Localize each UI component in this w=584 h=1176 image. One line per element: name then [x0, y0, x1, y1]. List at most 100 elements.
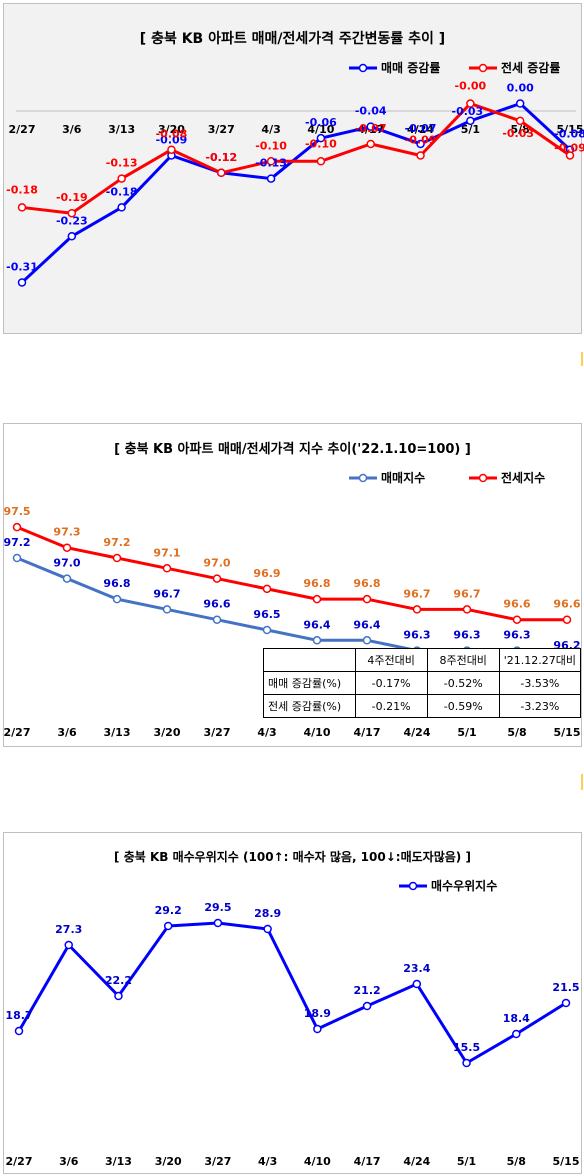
- x-tick-label: 5/15: [554, 726, 581, 739]
- data-point: [512, 615, 522, 624]
- data-label: -0.12: [205, 151, 237, 164]
- legend-label: 전세 증감률: [501, 60, 560, 75]
- data-label: 23.4: [403, 962, 430, 975]
- data-label: 97.3: [53, 526, 80, 539]
- table-cell: -0.17%: [354, 671, 428, 695]
- x-tick-label: 4/3: [257, 726, 276, 739]
- x-tick-label: 5/1: [457, 726, 476, 739]
- data-point: [14, 1026, 24, 1036]
- data-point: [12, 522, 22, 532]
- legend-marker: [478, 473, 488, 483]
- data-point: [67, 232, 77, 241]
- data-point: [512, 1029, 521, 1039]
- data-point: [213, 918, 223, 928]
- data-label: -0.04: [355, 105, 387, 118]
- data-label: 18.4: [503, 1012, 530, 1025]
- data-point: [416, 139, 425, 149]
- data-label: 96.6: [503, 598, 530, 611]
- data-label: 18.9: [304, 1007, 331, 1020]
- data-label: 15.5: [453, 1041, 480, 1054]
- x-tick-label: 5/1: [461, 123, 480, 136]
- table-cell: -0.21%: [354, 694, 428, 718]
- data-label: -0.03: [452, 105, 484, 118]
- table-header-cell: 4주전대비: [354, 648, 428, 672]
- data-point: [217, 168, 226, 178]
- price-index-chart: 2/27 3/6 3/13 3/20 3/27 4/3 4/10 4/17 4/24 5/1 5/8…: [3, 470, 581, 739]
- data-point: [466, 116, 475, 126]
- table-cell: -0.52%: [426, 671, 500, 695]
- x-tick-label: 2/27: [6, 1155, 33, 1168]
- x-tick-label: 5/1: [457, 1155, 476, 1168]
- data-label: -0.07: [405, 122, 437, 135]
- legend-marker: [478, 63, 488, 73]
- legend-label: 전세지수: [501, 470, 545, 485]
- data-label: 96.8: [303, 577, 330, 590]
- data-label: -0.07: [355, 122, 387, 135]
- chart3-title: [ 충북 KB 매수우위지수 (100↑: 매수자 많음, 100↓:매도자많음…: [114, 850, 471, 864]
- table-cell: -3.53%: [498, 671, 582, 695]
- data-label: 29.5: [204, 901, 231, 914]
- x-tick-label: 3/27: [208, 123, 235, 136]
- data-label: -0.03: [502, 127, 534, 140]
- x-tick-label: 3/6: [62, 123, 82, 136]
- data-point: [263, 924, 272, 934]
- x-tick-label: 2/27: [4, 726, 31, 739]
- data-point: [565, 151, 575, 160]
- data-point: [112, 553, 122, 563]
- data-label: -0.08: [554, 128, 584, 141]
- x-tick-label: 3/20: [158, 123, 185, 136]
- data-label: -0.09: [554, 141, 584, 154]
- data-point: [313, 1024, 322, 1034]
- data-point: [112, 594, 122, 604]
- data-point: [515, 116, 525, 126]
- data-label: 27.3: [55, 923, 82, 936]
- data-point: [562, 615, 572, 624]
- data-label: 96.8: [103, 577, 130, 590]
- data-point: [167, 145, 176, 154]
- data-label: -0.09: [405, 133, 437, 146]
- data-point: [312, 636, 322, 645]
- data-label: -0.13: [255, 157, 287, 170]
- data-point: [162, 605, 172, 614]
- data-point: [117, 174, 126, 183]
- data-label: 22.2: [105, 974, 132, 987]
- data-point: [561, 998, 571, 1008]
- data-label: 96.6: [203, 598, 230, 611]
- x-tick-label: 4/10: [304, 726, 331, 739]
- data-label: 97.2: [3, 536, 30, 549]
- data-label: 96.4: [353, 618, 380, 631]
- x-tick-label: 4/24: [403, 1155, 430, 1168]
- data-label: 28.9: [254, 907, 281, 920]
- legend-marker: [358, 63, 368, 73]
- table-row: 매매 증감률(%) -0.17% -0.52% -3.53%: [263, 671, 582, 695]
- weekly-change-chart: 2/273/63/133/203/274/34/104/174/245/15/8…: [6, 60, 584, 287]
- data-point: [117, 203, 126, 212]
- x-tick-label: 3/13: [104, 726, 131, 739]
- x-tick-label: 5/15: [553, 1155, 580, 1168]
- x-tick-label: 3/27: [204, 1155, 231, 1168]
- data-point: [162, 564, 172, 573]
- table-cell: -0.59%: [426, 694, 500, 718]
- edge-mark: [581, 774, 583, 790]
- legend-marker: [358, 473, 368, 483]
- data-label: 96.9: [253, 567, 280, 580]
- data-point: [466, 99, 475, 108]
- x-tick-label: 3/6: [57, 726, 77, 739]
- data-label: -0.06: [305, 116, 337, 129]
- legend-label: 매수우위지수: [431, 878, 497, 893]
- data-label: -0.12: [205, 151, 237, 164]
- series-line: [20, 102, 572, 284]
- data-point: [262, 584, 272, 594]
- data-label: 0.00: [507, 82, 534, 95]
- series-line: [17, 921, 567, 1065]
- data-label: -0.18: [6, 183, 38, 196]
- data-point: [62, 543, 72, 552]
- weekly-change-chart-panel: [ 충북 KB 아파트 매매/전세가격 주간변동률 추이 ] 2/27 3/6 3/…: [3, 3, 584, 334]
- data-label: 96.3: [403, 629, 430, 642]
- buyer-advantage-chart-panel: [ 충북 KB 매수우위지수 (100↑: 매수자 많음, 100↓:매도자많음…: [3, 832, 582, 1174]
- legend-label: 매매지수: [381, 470, 425, 485]
- x-tick-label: 3/27: [204, 726, 231, 739]
- legend-label: 매매 증감률: [381, 60, 440, 75]
- table-header-cell: [263, 648, 356, 672]
- data-point: [212, 615, 222, 624]
